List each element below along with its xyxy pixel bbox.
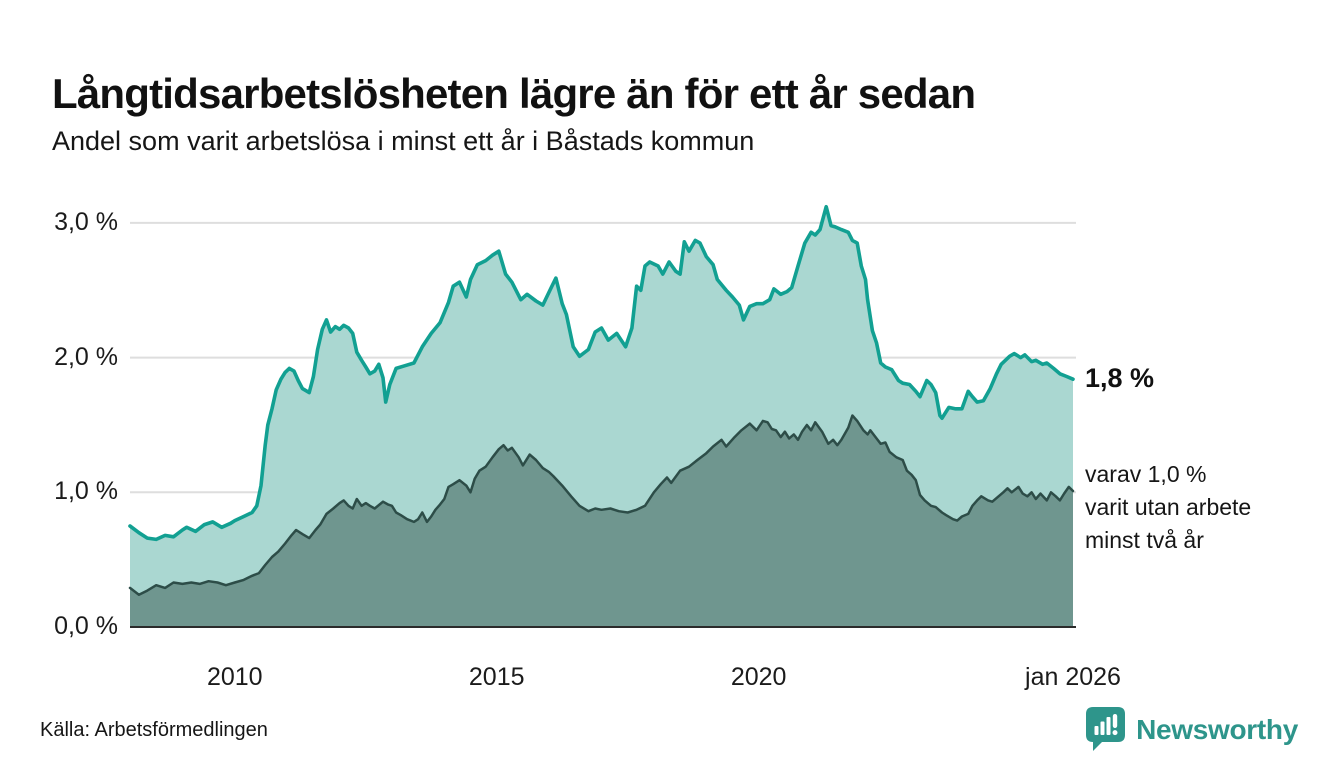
page-title: Långtidsarbetslösheten lägre än för ett … bbox=[52, 70, 976, 118]
end-note-line2: varit utan arbete bbox=[1085, 494, 1252, 520]
x-tick-2010: 2010 bbox=[206, 663, 263, 691]
series1-end-value-label: 1,8 % bbox=[1085, 363, 1155, 393]
end-note-line3: minst två år bbox=[1085, 527, 1204, 553]
newsworthy-logo: Newsworthy bbox=[1085, 706, 1298, 753]
newsworthy-wordmark: Newsworthy bbox=[1136, 713, 1298, 745]
source-credit: Källa: Arbetsförmedlingen bbox=[40, 719, 268, 741]
chart-subtitle: Andel som varit arbetslösa i minst ett å… bbox=[52, 126, 755, 156]
x-tick-2020: 2020 bbox=[730, 663, 787, 691]
series2-line bbox=[128, 414, 1075, 596]
y-tick-0,0 %: 0,0 % bbox=[54, 612, 118, 640]
y-tick-1,0 %: 1,0 % bbox=[54, 477, 118, 506]
x-tick-2015: 2015 bbox=[468, 663, 525, 691]
end-note-line1: varav 1,0 % bbox=[1085, 461, 1207, 487]
newsworthy-bubble-chart-icon bbox=[1085, 706, 1126, 753]
y-tick-2,0 %: 2,0 % bbox=[54, 342, 118, 371]
series1-line bbox=[128, 204, 1075, 542]
series2-end-note: varav 1,0 % varit utan arbete minst två … bbox=[1085, 458, 1251, 557]
x-tick-jan 2026: jan 2026 bbox=[1025, 663, 1121, 691]
series2-area-fill bbox=[130, 415, 1073, 627]
y-tick-3,0 %: 3,0 % bbox=[54, 207, 118, 236]
